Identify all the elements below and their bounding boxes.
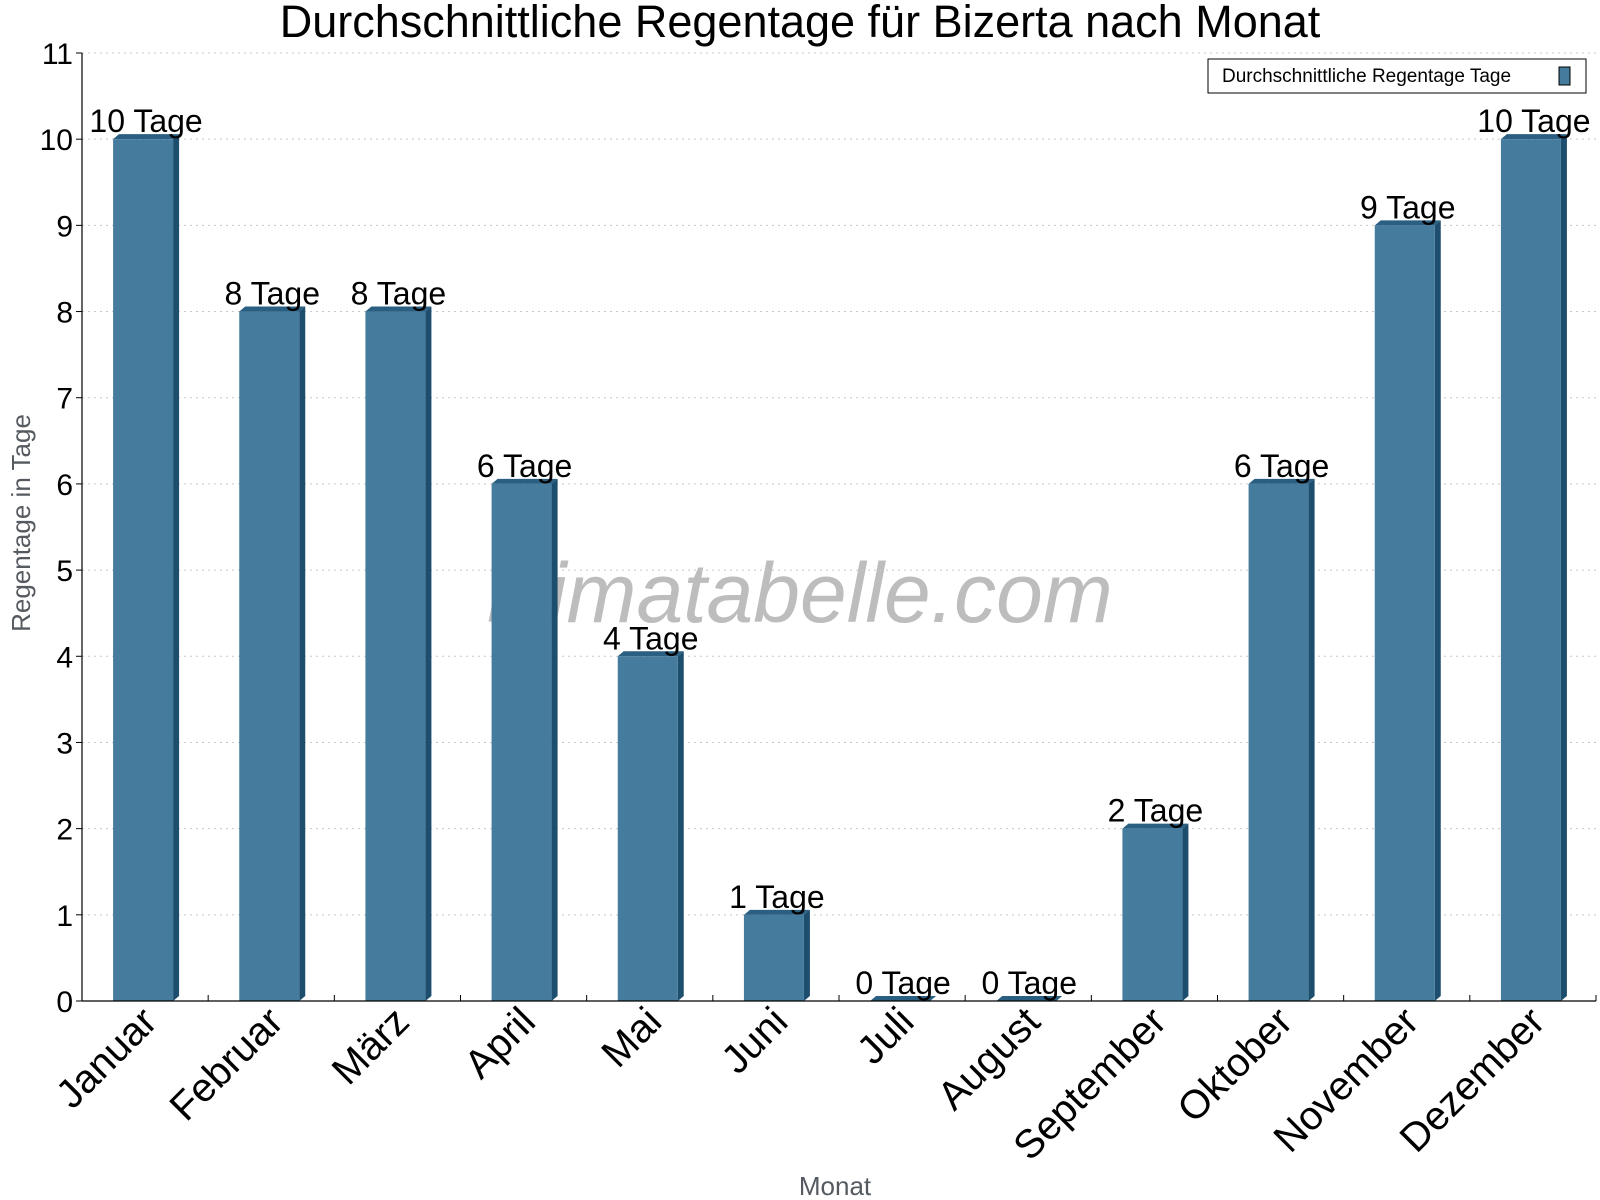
data-label: 8 Tage (351, 276, 447, 312)
bar (1122, 829, 1182, 1001)
y-tick-label: 5 (56, 555, 73, 588)
bar-side (552, 479, 558, 1001)
x-tick-label: Juni (713, 999, 796, 1082)
chart-title: Durchschnittliche Regentage für Bizerta … (280, 0, 1321, 47)
x-tick-label: Oktober (1169, 999, 1301, 1131)
bar (113, 139, 173, 1001)
x-axis-title: Monat (799, 1171, 872, 1200)
data-label: 0 Tage (855, 965, 951, 1001)
y-tick-label: 0 (56, 986, 73, 1019)
bar-side (299, 307, 305, 1001)
bar-side (1561, 134, 1567, 1001)
data-label: 0 Tage (982, 965, 1078, 1001)
x-tick-label: Mai (593, 999, 670, 1076)
bar (492, 484, 552, 1001)
bar-side (1182, 824, 1188, 1001)
y-tick-label: 9 (56, 210, 73, 243)
bar (618, 656, 678, 1001)
data-label: 8 Tage (225, 276, 321, 312)
y-tick-label: 6 (56, 469, 73, 502)
x-tick-label: März (324, 999, 418, 1093)
data-label: 1 Tage (729, 879, 825, 915)
legend-label: Durchschnittliche Regentage Tage (1222, 66, 1511, 87)
bar-side (1435, 220, 1441, 1001)
watermark: klimatabelle.com (487, 546, 1113, 640)
legend: Durchschnittliche Regentage Tage (1208, 59, 1586, 93)
bar-side (1309, 479, 1315, 1001)
y-tick-label: 10 (40, 124, 73, 157)
bar (1501, 139, 1561, 1001)
x-tick-label: Juli (849, 999, 923, 1073)
data-label: 10 Tage (1477, 103, 1590, 139)
y-tick-label: 11 (42, 38, 73, 71)
bar-side (425, 307, 431, 1001)
bar (365, 312, 425, 1001)
data-label: 4 Tage (603, 620, 699, 656)
bar (1375, 225, 1435, 1001)
y-tick-label: 7 (56, 383, 73, 416)
bar-side (173, 134, 179, 1001)
data-label: 2 Tage (1108, 793, 1204, 829)
data-label: 9 Tage (1360, 189, 1456, 225)
y-tick-label: 2 (56, 814, 73, 847)
y-tick-label: 3 (56, 727, 73, 760)
bar (239, 312, 299, 1001)
legend-swatch (1559, 67, 1570, 85)
y-axis-title: Regentage in Tage (6, 414, 36, 632)
x-tick-label: August (929, 999, 1048, 1118)
x-tick-label: Februar (161, 999, 291, 1129)
bar (744, 915, 804, 1001)
y-tick-label: 1 (56, 900, 73, 933)
bar-side (804, 910, 810, 1001)
bar (1249, 484, 1309, 1001)
y-tick-label: 4 (56, 641, 73, 674)
data-label: 6 Tage (477, 448, 573, 484)
y-tick-label: 8 (56, 297, 73, 330)
x-tick-label: April (456, 999, 544, 1087)
grid-lines (82, 53, 1596, 915)
data-label: 10 Tage (89, 103, 202, 139)
bar-side (678, 651, 684, 1001)
data-label: 6 Tage (1234, 448, 1330, 484)
